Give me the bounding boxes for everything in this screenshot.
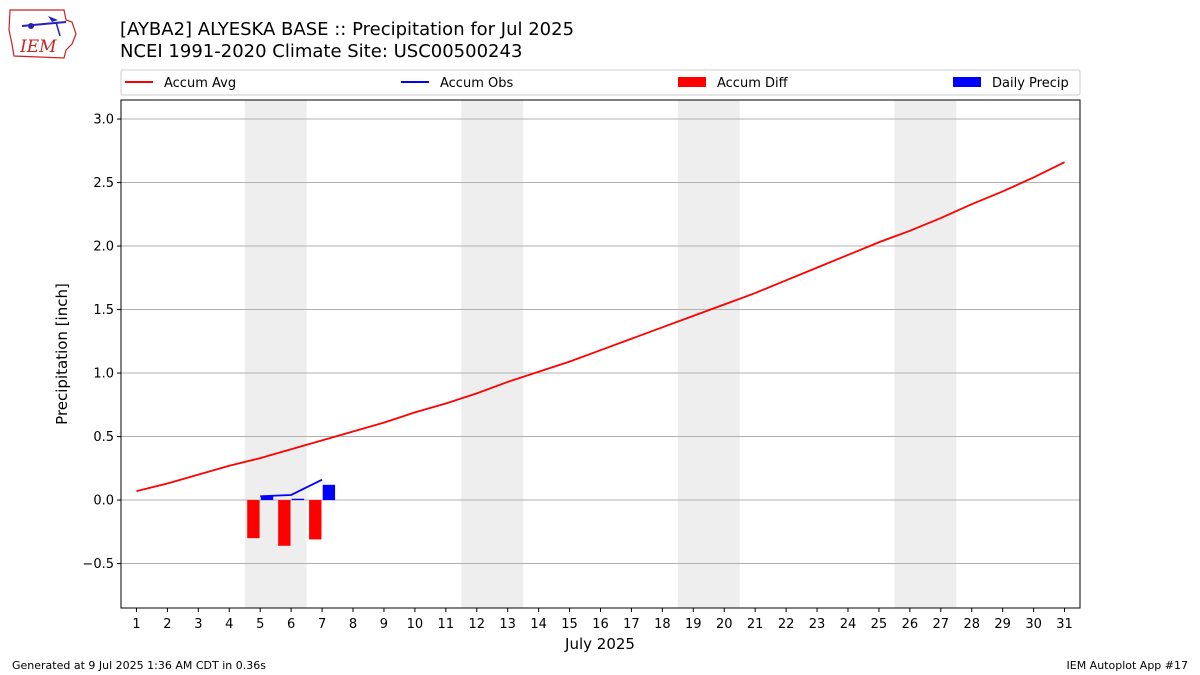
chart-title: [AYBA2] ALYESKA BASE :: Precipitation fo… xyxy=(120,19,574,40)
x-tick-label: 25 xyxy=(871,617,888,632)
weekend-shade xyxy=(677,100,740,608)
legend-label: Accum Obs xyxy=(440,76,513,91)
x-tick-label: 20 xyxy=(716,617,733,632)
x-tick-label: 2 xyxy=(163,617,171,632)
weekend-shade xyxy=(461,100,524,608)
x-tick-label: 14 xyxy=(530,617,547,632)
x-tick-label: 1 xyxy=(132,617,140,632)
x-tick-label: 3 xyxy=(194,617,202,632)
footer-generated: Generated at 9 Jul 2025 1:36 AM CDT in 0… xyxy=(12,659,266,672)
legend-label: Accum Diff xyxy=(717,76,789,91)
x-tick-label: 30 xyxy=(1025,617,1042,632)
x-tick-label: 7 xyxy=(318,617,326,632)
legend: Accum Avg Accum Obs Accum Diff Daily Precip xyxy=(120,69,1081,96)
plot-area: 1 2 3 4 5 6 7 8 9 10 11 12 13 14 15 16 17 18 19 20 21 22 23 24 2… xyxy=(82,99,1081,632)
x-tick-label: 18 xyxy=(654,617,671,632)
footer-app: IEM Autoplot App #17 xyxy=(1066,659,1189,672)
x-tick-label: 6 xyxy=(287,617,295,632)
x-tick-label: 12 xyxy=(468,617,485,632)
y-tick-label: 0.5 xyxy=(93,430,114,445)
y-tick-label: −0.5 xyxy=(82,557,114,572)
x-tick-label: 28 xyxy=(963,617,980,632)
daily-precip-bar xyxy=(291,498,305,501)
x-axis-label: July 2025 xyxy=(564,635,635,653)
legend-label: Accum Avg xyxy=(164,76,236,91)
y-tick-label: 3.0 xyxy=(93,113,114,128)
x-tick-label: 9 xyxy=(380,617,388,632)
accum-diff-bar xyxy=(309,500,322,540)
x-tick-label: 22 xyxy=(778,617,795,632)
x-tick-label: 17 xyxy=(623,617,640,632)
x-tick-label: 11 xyxy=(438,617,455,632)
logo-text: IEM xyxy=(19,37,57,57)
legend-swatch xyxy=(678,77,706,87)
legend-swatch xyxy=(953,77,981,87)
iem-logo: IEM xyxy=(8,9,77,59)
x-tick-label: 16 xyxy=(592,617,609,632)
accum-avg-line xyxy=(136,161,1065,493)
x-tick-label: 19 xyxy=(685,617,702,632)
x-tick-label: 4 xyxy=(225,617,233,632)
y-tick-label: 1.0 xyxy=(93,367,114,382)
x-tick-label: 31 xyxy=(1056,617,1073,632)
weekend-shade xyxy=(894,100,957,608)
y-tick-label: 2.5 xyxy=(93,176,114,191)
x-tick-label: 8 xyxy=(349,617,357,632)
legend-label: Daily Precip xyxy=(992,76,1069,91)
x-tick-label: 27 xyxy=(933,617,950,632)
x-tick-label: 29 xyxy=(994,617,1011,632)
daily-precip-bar xyxy=(322,484,336,501)
x-tick-label: 26 xyxy=(902,617,919,632)
x-tick-label: 21 xyxy=(747,617,764,632)
accum-diff-bar xyxy=(278,500,291,546)
y-tick-label: 0.0 xyxy=(93,494,114,509)
x-tick-label: 23 xyxy=(809,617,826,632)
y-tick-label: 2.0 xyxy=(93,240,114,255)
daily-precip-bar xyxy=(260,496,274,501)
x-tick-label: 13 xyxy=(499,617,516,632)
chart-subtitle: NCEI 1991-2020 Climate Site: USC00500243 xyxy=(120,41,522,62)
x-tick-label: 15 xyxy=(561,617,578,632)
x-tick-label: 10 xyxy=(407,617,424,632)
accum-obs-line xyxy=(260,478,323,498)
accum-diff-bar xyxy=(247,500,260,539)
y-axis-label: Precipitation [inch] xyxy=(53,283,71,425)
x-tick-label: 24 xyxy=(840,617,857,632)
x-tick-label: 5 xyxy=(256,617,264,632)
y-tick-label: 1.5 xyxy=(93,303,114,318)
